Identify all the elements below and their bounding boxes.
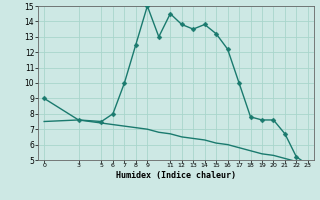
- X-axis label: Humidex (Indice chaleur): Humidex (Indice chaleur): [116, 171, 236, 180]
